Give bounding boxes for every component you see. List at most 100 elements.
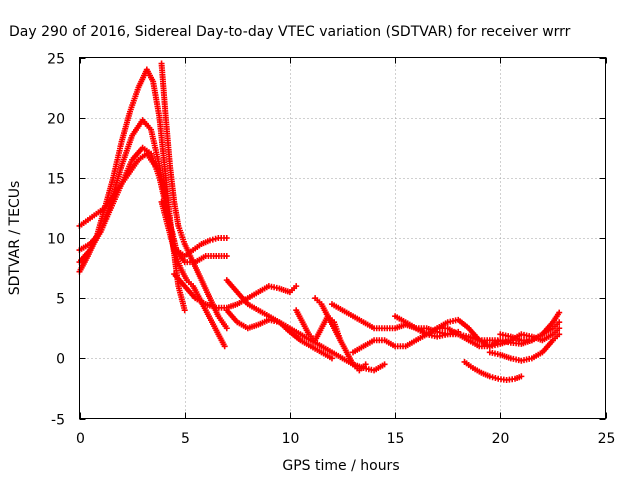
trace-markers — [457, 318, 470, 330]
x-tick-label: 10 — [282, 431, 300, 447]
trace-markers — [87, 212, 98, 222]
trace-markers — [499, 352, 512, 361]
trace-markers — [257, 284, 270, 294]
trace-markers — [300, 321, 311, 336]
y-tick-label: 5 — [56, 292, 65, 308]
trace-markers — [510, 340, 522, 347]
trace-markers — [257, 317, 270, 327]
data-point — [518, 373, 525, 380]
trace-markers — [145, 152, 157, 167]
series-sat-M — [350, 325, 472, 356]
trace-markers — [167, 165, 177, 203]
data-point — [223, 253, 230, 260]
x-tick-label: 15 — [387, 431, 405, 447]
trace-markers — [341, 308, 354, 318]
axis-ticks: 0 5 10 15 20 25 -5 0 5 10 15 20 25 — [47, 52, 615, 448]
trace-markers — [236, 320, 249, 330]
series-sat-S — [497, 309, 563, 344]
trace-markers — [289, 326, 302, 337]
trace-markers — [314, 297, 323, 306]
trace-markers — [480, 370, 491, 379]
trace-markers — [98, 207, 114, 233]
trace-markers — [331, 350, 344, 361]
trace-markers — [205, 253, 217, 259]
trace-markers — [320, 350, 333, 361]
trace-markers — [289, 285, 298, 294]
trace-markers — [489, 374, 499, 381]
y-tick-label: -5 — [51, 413, 65, 429]
trace-markers — [447, 331, 459, 338]
data-point — [556, 319, 563, 326]
trace-markers — [218, 235, 227, 241]
trace-markers — [552, 321, 561, 330]
trace-markers — [215, 304, 228, 311]
trace-markers — [540, 339, 555, 354]
trace-markers — [156, 116, 169, 179]
trace-markers — [88, 230, 102, 246]
trace-markers — [191, 261, 204, 282]
trace-markers — [384, 325, 396, 332]
grid — [79, 57, 606, 419]
trace-markers — [362, 338, 375, 349]
trace-markers — [457, 331, 470, 340]
trace-markers — [268, 317, 280, 325]
trace-markers — [436, 320, 449, 330]
trace-markers — [447, 317, 459, 325]
series-sat-Q — [461, 358, 525, 383]
trace-markers — [225, 278, 239, 294]
trace-markers — [332, 327, 343, 342]
data-point — [221, 343, 228, 350]
x-axis-title: GPS time / hours — [282, 458, 399, 474]
trace-markers — [404, 338, 417, 349]
data-point — [556, 325, 563, 332]
trace-markers — [319, 303, 330, 318]
trace-markers — [235, 290, 250, 306]
trace-markers — [119, 110, 133, 143]
trace-markers — [159, 201, 171, 227]
trace-markers — [521, 331, 533, 340]
series-sat-F — [158, 198, 228, 350]
trace-markers — [127, 86, 141, 113]
trace-markers — [246, 322, 260, 331]
trace-markers — [338, 339, 349, 354]
trace-markers — [489, 349, 501, 358]
trace-markers — [158, 62, 169, 119]
trace-markers — [246, 302, 260, 312]
trace-markers — [415, 325, 427, 332]
trace-markers — [499, 331, 512, 340]
trace-markers — [111, 182, 124, 197]
data-point — [206, 237, 213, 244]
trace-markers — [531, 332, 544, 343]
trace-markers — [313, 327, 324, 342]
trace-markers — [185, 279, 194, 288]
trace-markers — [199, 279, 212, 300]
trace-markers — [182, 243, 196, 264]
trace-markers — [77, 255, 90, 273]
trace-markers — [200, 238, 211, 247]
trace-markers — [404, 320, 417, 330]
trace-markers — [463, 360, 474, 370]
trace-markers — [194, 296, 207, 306]
x-tick-label: 0 — [76, 431, 85, 447]
trace-markers — [552, 327, 561, 336]
trace-markers — [331, 302, 344, 312]
chart-title: Day 290 of 2016, Sidereal Day-to-day VTE… — [9, 24, 571, 40]
trace-markers — [110, 141, 125, 179]
trace-markers — [78, 248, 92, 264]
data-point — [486, 373, 493, 380]
data-point — [152, 162, 159, 169]
y-tick-label: 10 — [47, 232, 65, 248]
trace-markers — [225, 301, 239, 311]
trace-markers — [521, 355, 533, 364]
trace-markers — [436, 329, 449, 337]
x-tick-label: 5 — [181, 431, 190, 447]
trace-markers — [299, 332, 312, 343]
y-axis-title: SDTVAR / TECUs — [7, 181, 23, 296]
x-tick-label: 20 — [492, 431, 510, 447]
trace-markers — [172, 272, 187, 288]
trace-markers — [95, 206, 106, 216]
trace-markers — [141, 119, 153, 131]
trace-markers — [194, 254, 207, 264]
trace-markers — [521, 337, 533, 344]
